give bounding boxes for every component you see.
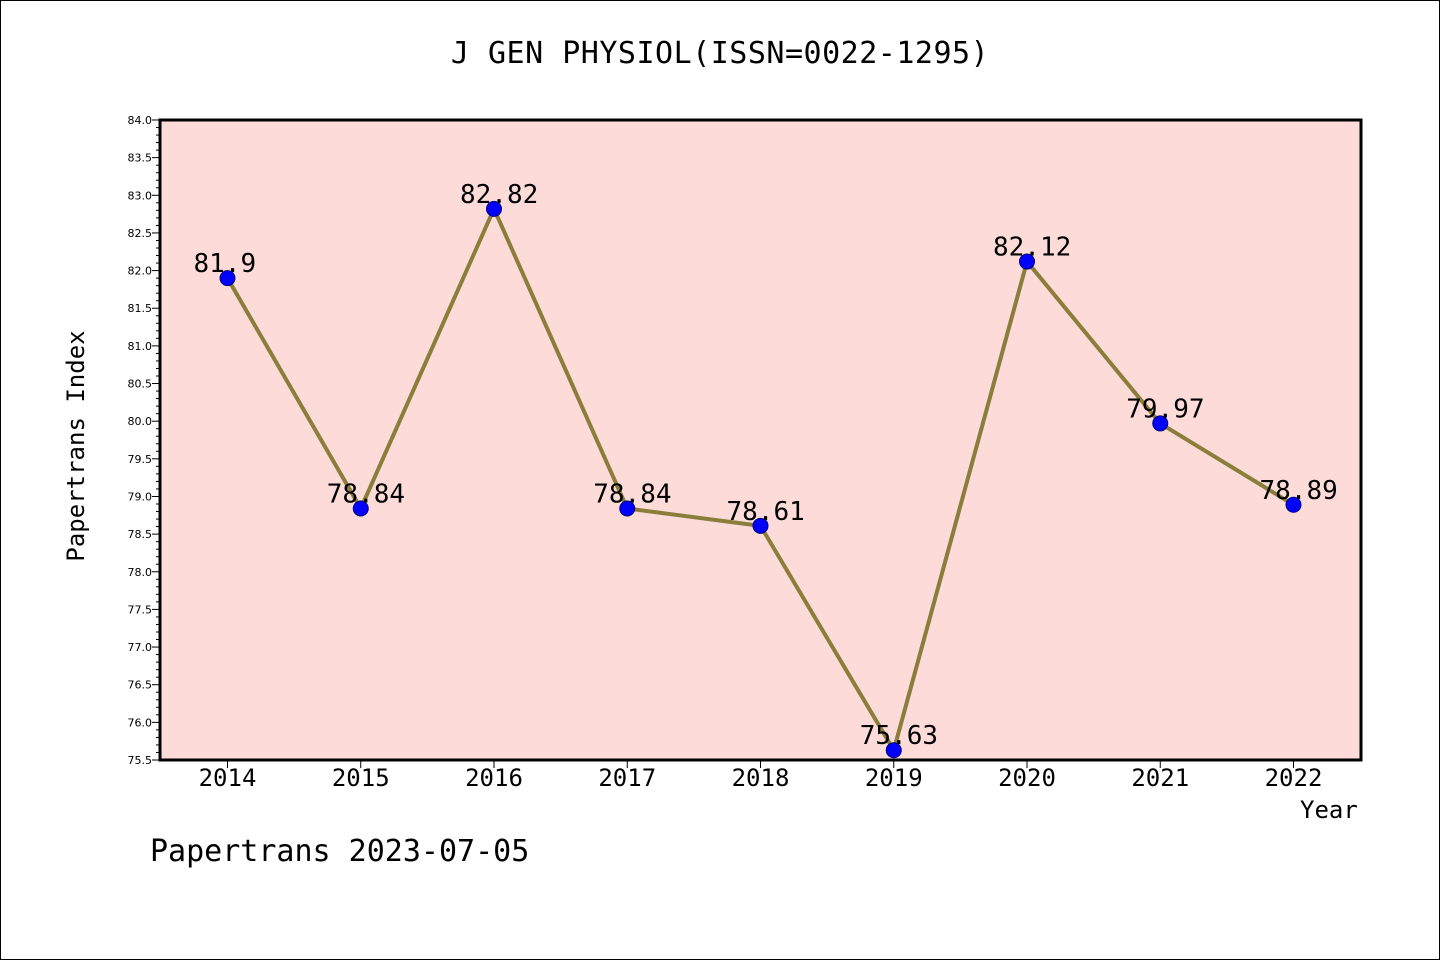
data-point-marker bbox=[885, 742, 902, 759]
data-point-label: 82.82 bbox=[460, 180, 538, 210]
y-tick-label: 75.5 bbox=[128, 754, 153, 767]
data-point-label: 78.61 bbox=[727, 497, 805, 527]
y-tick-label: 79.0 bbox=[128, 490, 153, 503]
x-tick-label: 2019 bbox=[865, 764, 923, 792]
y-tick-label: 83.0 bbox=[128, 189, 153, 202]
data-point-marker bbox=[352, 500, 369, 517]
y-tick-label: 78.5 bbox=[128, 528, 153, 541]
y-tick-label: 78.0 bbox=[128, 566, 153, 579]
y-tick-label: 83.5 bbox=[128, 152, 153, 165]
chart-title: J GEN PHYSIOL(ISSN=0022-1295) bbox=[450, 36, 990, 71]
data-point-marker bbox=[219, 270, 236, 287]
y-tick-label: 80.0 bbox=[128, 415, 153, 428]
y-tick-label: 81.5 bbox=[128, 302, 153, 315]
data-point-marker bbox=[1285, 496, 1302, 513]
data-point-marker bbox=[752, 517, 769, 534]
y-tick-label: 76.0 bbox=[128, 716, 153, 729]
y-tick-label: 79.5 bbox=[128, 453, 153, 466]
plot-border bbox=[158, 118, 1363, 762]
footer-text: Papertrans 2023-07-05 bbox=[150, 834, 530, 869]
data-point-label: 78.84 bbox=[327, 480, 405, 510]
y-tick-label: 77.0 bbox=[128, 641, 153, 654]
y-tick-label: 80.5 bbox=[128, 378, 153, 391]
y-tick-label: 77.5 bbox=[128, 603, 153, 616]
y-tick-label: 82.0 bbox=[128, 265, 153, 278]
x-tick-label: 2018 bbox=[732, 764, 790, 792]
data-point-label: 81.9 bbox=[194, 249, 257, 279]
x-tick-label: 2016 bbox=[465, 764, 523, 792]
x-tick-label: 2020 bbox=[998, 764, 1056, 792]
x-tick-label: 2014 bbox=[199, 764, 257, 792]
y-tick-label: 81.0 bbox=[128, 340, 153, 353]
data-point-marker bbox=[1152, 415, 1169, 432]
data-point-label: 79.97 bbox=[1126, 394, 1204, 424]
data-point-label: 82.12 bbox=[993, 233, 1071, 263]
x-tick-label: 2021 bbox=[1131, 764, 1189, 792]
y-tick-label: 76.5 bbox=[128, 679, 153, 692]
x-tick-label: 2015 bbox=[332, 764, 390, 792]
x-tick-label: 2017 bbox=[598, 764, 656, 792]
y-tick-label: 82.5 bbox=[128, 227, 153, 240]
data-point-label: 78.89 bbox=[1260, 476, 1338, 506]
data-point-marker bbox=[1019, 253, 1035, 270]
x-tick-label: 2022 bbox=[1265, 764, 1323, 792]
data-point-marker bbox=[486, 200, 502, 217]
plot-area bbox=[160, 120, 1361, 760]
y-tick-label: 84.0 bbox=[128, 114, 153, 127]
data-point-marker bbox=[619, 500, 636, 517]
data-point-label: 75.63 bbox=[860, 721, 938, 751]
x-axis-label: Year bbox=[1300, 796, 1358, 824]
data-point-label: 78.84 bbox=[593, 480, 671, 510]
